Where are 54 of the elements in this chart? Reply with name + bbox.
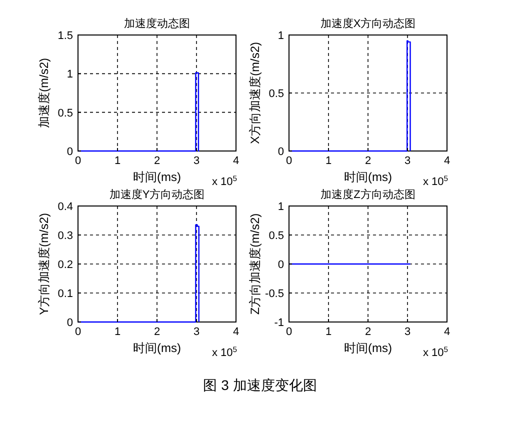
y-axis-title: Z方向加速度(m/s2) — [248, 213, 262, 315]
text: x 10$^{5}$ — [212, 344, 238, 359]
x-tick-label: 2 — [364, 155, 372, 167]
y-tick-label: 0.4 — [58, 201, 73, 213]
x-tick-label: 0 — [286, 326, 292, 338]
x-tick-label: 1 — [325, 326, 332, 338]
y-tick-label: 0.3 — [58, 230, 73, 242]
x-tick-label: 2 — [154, 155, 160, 167]
y-tick-label: 0.1 — [58, 288, 73, 300]
y-tick-label: 0 — [66, 146, 73, 158]
x-tick-label: 3 — [193, 326, 200, 338]
x-tick-label: 4 — [232, 155, 240, 167]
y-tick-label: 0 — [66, 317, 73, 329]
y-tick-label: 0.5 — [268, 230, 284, 242]
y-tick-label: -0.5 — [265, 288, 284, 300]
y-tick-label: 1 — [66, 68, 73, 81]
x-tick-label: 0 — [286, 155, 292, 167]
chart-title: 加速度X方向动态图 — [320, 17, 416, 30]
y-tick-label: 0.5 — [58, 107, 73, 120]
caption: 图 3 加速度变化图 — [203, 377, 317, 393]
x-axis-title: 时间(ms) — [133, 170, 181, 184]
x-tick-label: 2 — [364, 326, 372, 338]
text: x 10$^{5}$ — [423, 174, 448, 188]
x-tick-label: 1 — [325, 155, 332, 167]
x-tick-label: 0 — [74, 326, 82, 338]
y-axis-title: 加速度(m/s2) — [37, 58, 51, 128]
x-tick-label: 1 — [114, 155, 121, 167]
chart-title: 加速度Z方向动态图 — [320, 188, 416, 201]
chart-title: 加速度动态图 — [124, 17, 190, 30]
x-axis-title: 时间(ms) — [344, 170, 392, 184]
x-tick-label: 4 — [444, 326, 450, 338]
x-tick-label: 4 — [444, 155, 450, 167]
text: x 10$^{5}$ — [423, 344, 448, 359]
x-tick-label: 3 — [193, 155, 200, 167]
y-axis-title: X方向加速度(m/s2) — [248, 42, 262, 144]
x-tick-label: 0 — [74, 155, 82, 167]
y-tick-label: 0.2 — [58, 259, 73, 271]
y-axis-title: Y方向加速度(m/s2) — [37, 212, 51, 315]
y-tick-label: 1 — [278, 201, 284, 213]
x-axis-title: 时间(ms) — [344, 341, 392, 355]
x-tick-label: 3 — [404, 155, 411, 167]
x-tick-label: 3 — [404, 326, 411, 338]
y-tick-label: 1 — [278, 30, 284, 42]
x-tick-label: 1 — [114, 326, 121, 338]
chart-title: 加速度Y方向动态图 — [109, 188, 205, 201]
x-axis-title: 时间(ms) — [133, 341, 181, 355]
text: x 10$^{5}$ — [212, 174, 238, 188]
x-tick-label: 2 — [154, 326, 160, 338]
y-tick-label: 0.5 — [268, 88, 284, 100]
x-tick-label: 4 — [232, 326, 240, 338]
y-tick-label: 0 — [278, 146, 284, 158]
y-tick-label: 1.5 — [58, 30, 73, 42]
y-tick-label: 0 — [278, 259, 284, 271]
y-tick-label: -1 — [274, 317, 284, 329]
